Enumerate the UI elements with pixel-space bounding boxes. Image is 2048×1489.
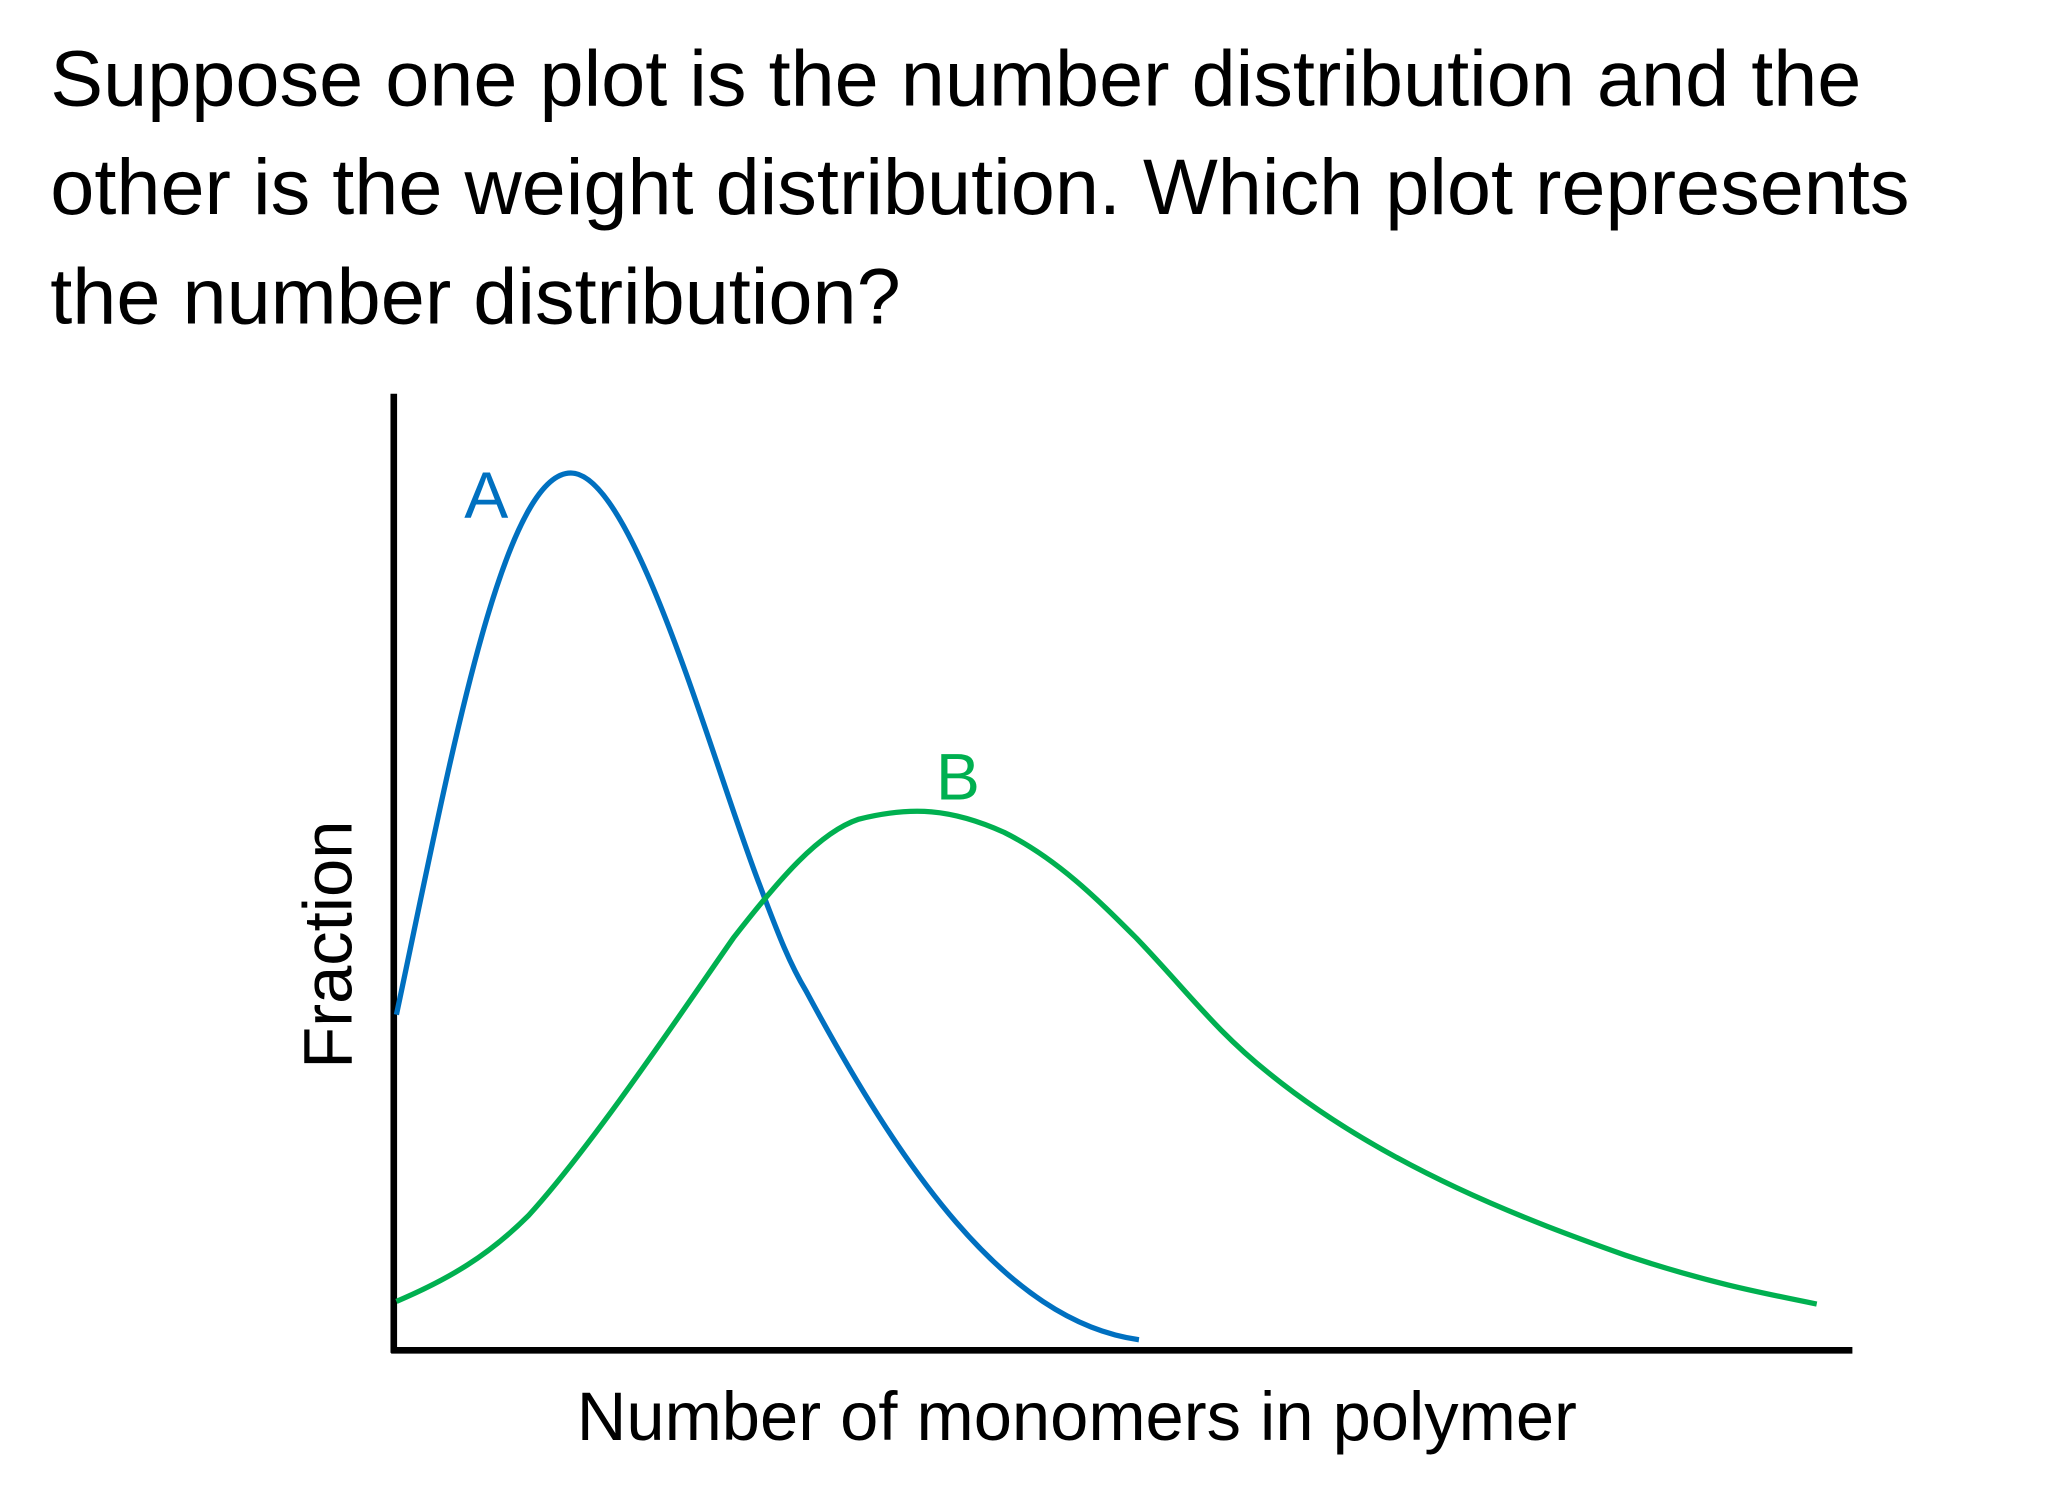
x-axis-label: Number of monomers in polymer — [577, 1378, 1577, 1455]
curve-a — [393, 470, 1140, 1343]
curve-label: B — [936, 739, 980, 813]
question-line: the number distribution? — [50, 252, 900, 341]
question-line: Suppose one plot is the number distribut… — [50, 34, 1861, 123]
curve-b — [395, 808, 1818, 1307]
question-line: other is the weight distribution. Which … — [50, 142, 1909, 231]
curve-label: A — [464, 458, 508, 532]
y-axis-label: Fraction — [290, 821, 367, 1069]
